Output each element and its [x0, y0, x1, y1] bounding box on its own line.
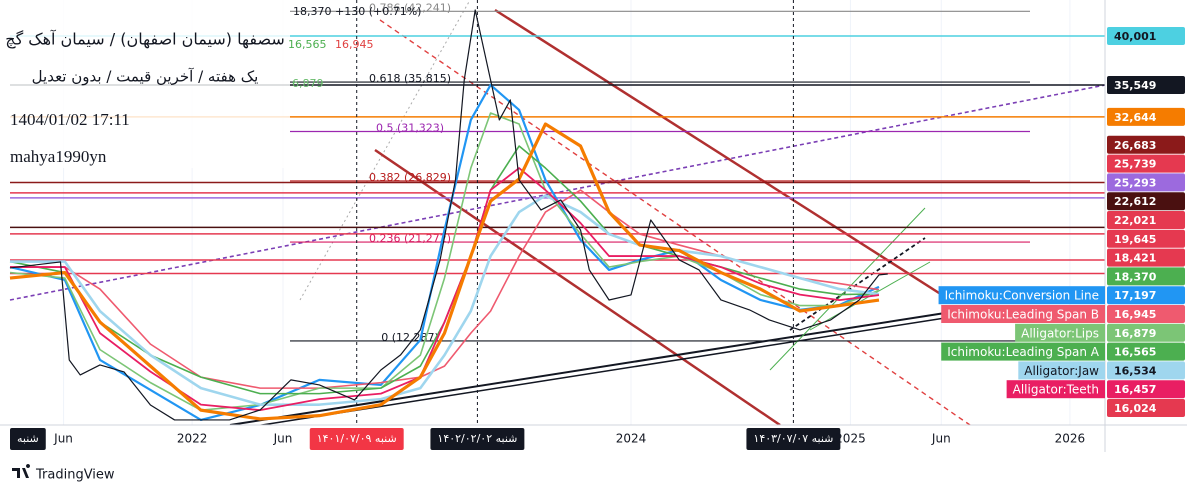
price-tag-label: 16,945 [1114, 308, 1156, 321]
time-tag [430, 428, 525, 450]
tags: 40,001 35,549 32,644 26,683 25,739 25,293 22,6… [10, 26, 1185, 450]
price-tag [1107, 286, 1185, 305]
price-tag-label: 25,739 [1114, 158, 1156, 171]
price-tag [1107, 107, 1185, 126]
price-tag-label: 32,644 [1114, 111, 1157, 124]
time-tag [746, 428, 841, 450]
series-line [9, 122, 880, 421]
price-tag [1107, 229, 1185, 248]
fib-label: 0.5 (31,323) [376, 121, 444, 134]
legend-fragment: 6,879 [292, 77, 324, 90]
brand-name: TradingView [35, 468, 115, 483]
time-tag-label: شنبه ۱۴۰۱/۰۷/۰۹ [317, 432, 397, 445]
price-tag [1107, 380, 1185, 399]
price-tag [1107, 305, 1185, 323]
brand: TradingView [12, 464, 115, 483]
price-tag-label: 19,645 [1114, 233, 1156, 246]
price-tag-label: 26,683 [1114, 139, 1156, 152]
series-name-tag-label: Ichimoku:Leading Span B [947, 308, 1099, 322]
series-lines [9, 9, 888, 422]
price-tag [1107, 173, 1185, 192]
x-tick-label: 2026 [1055, 432, 1086, 446]
fib-label: 0 (12,287) [381, 331, 439, 344]
x-tick-label: Jun [273, 432, 293, 446]
price-tag-label: 18,421 [1114, 252, 1156, 265]
author: mahya1990yn [10, 147, 107, 166]
price-tag-label: 16,879 [1114, 327, 1156, 340]
fib-label: 0.236 (21,272) [369, 232, 451, 245]
time-tag-label: شنبه ۱۴۰۲/۰۲/۰۲ [437, 432, 517, 445]
series-name-tag-label: Ichimoku:Leading Span A [947, 345, 1100, 359]
fib-label: 0.786 (42,241) [369, 1, 451, 14]
x-tick-label: 2022 [177, 432, 208, 446]
series-name-tag [941, 305, 1105, 323]
time-tag [309, 428, 404, 450]
series-name-tag [941, 342, 1105, 361]
x-tick-label: Jun [931, 432, 951, 446]
symbol-subtitle: یک هفته / آخرین قیمت / بدون تعدیل [32, 68, 259, 86]
price-tag [1107, 211, 1185, 229]
price-tag [1107, 323, 1185, 342]
price-tag-label: 22,612 [1114, 195, 1156, 208]
price-tag [1107, 154, 1185, 173]
price-tag [1107, 399, 1185, 417]
fib-label: 0.618 (35,815) [369, 72, 451, 85]
channel-line [374, 148, 781, 425]
fib-label: 0.382 (26,829) [369, 171, 451, 184]
series-name-tag [1018, 361, 1105, 380]
price-tag [1107, 248, 1185, 267]
series-name-tag [1006, 380, 1105, 399]
info-box: سصفها (سیمان اصفهان) / سیمان آهک گچ یک ه… [0, 0, 421, 168]
series-name-tag-label: Alligator:Teeth [1013, 383, 1099, 397]
price-tag [1107, 26, 1185, 45]
x-tick-label: Jun [53, 432, 73, 446]
price-tag-label: 16,457 [1114, 383, 1156, 396]
series-name-tag [938, 286, 1105, 305]
logo [12, 464, 31, 478]
price-tag-label: 18,370 [1114, 270, 1157, 283]
legend-fragment: 16,565 [288, 38, 327, 51]
price-tag [1107, 361, 1185, 380]
trend-line [379, 19, 971, 425]
time-tag-label: شنبه [17, 432, 39, 445]
series-name-tag-label: Ichimoku:Conversion Line [945, 289, 1099, 303]
status-line: 18,370 +130 (+0.71%) [293, 5, 421, 18]
price-tag-label: 35,549 [1114, 79, 1156, 92]
price-tag-label: 16,565 [1114, 346, 1156, 359]
legend-fragment: 16,945 [335, 38, 374, 51]
price-tag-label: 16,024 [1114, 402, 1157, 415]
x-tick-label: 2025 [835, 432, 866, 446]
trend-line [789, 237, 926, 331]
info-background [0, 0, 290, 168]
series-line [9, 83, 880, 422]
series-name-tag [1015, 323, 1105, 342]
price-tag-label: 16,534 [1114, 364, 1157, 377]
trend-line [9, 84, 1105, 301]
x-tick-label: 2024 [616, 432, 647, 446]
timestamp: 1404/01/02 17:11 [10, 110, 130, 129]
series-line [9, 9, 888, 421]
series-line [10, 194, 880, 406]
price-tag [1107, 342, 1185, 361]
symbol-title: سصفها (سیمان اصفهان) / سیمان آهک گچ [5, 30, 285, 50]
price-tag [1107, 135, 1185, 154]
support-line [229, 312, 946, 425]
series-line [10, 167, 880, 412]
price-tag-label: 25,293 [1114, 176, 1156, 189]
series-line [9, 112, 880, 411]
price-tag-label: 22,021 [1114, 214, 1156, 227]
price-tag [1107, 192, 1185, 211]
time-tag-label: شنبه ۱۴۰۳/۰۷/۰۷ [753, 432, 833, 445]
channel-line [494, 8, 951, 302]
series-name-tag-label: Alligator:Jaw [1024, 364, 1099, 378]
series-name-tag-label: Alligator:Lips [1021, 326, 1099, 340]
time-tag [10, 428, 46, 450]
price-tag-label: 40,001 [1114, 30, 1156, 43]
price-tag [1107, 267, 1185, 286]
price-tag-label: 17,197 [1114, 289, 1156, 302]
price-tag [1107, 75, 1185, 94]
